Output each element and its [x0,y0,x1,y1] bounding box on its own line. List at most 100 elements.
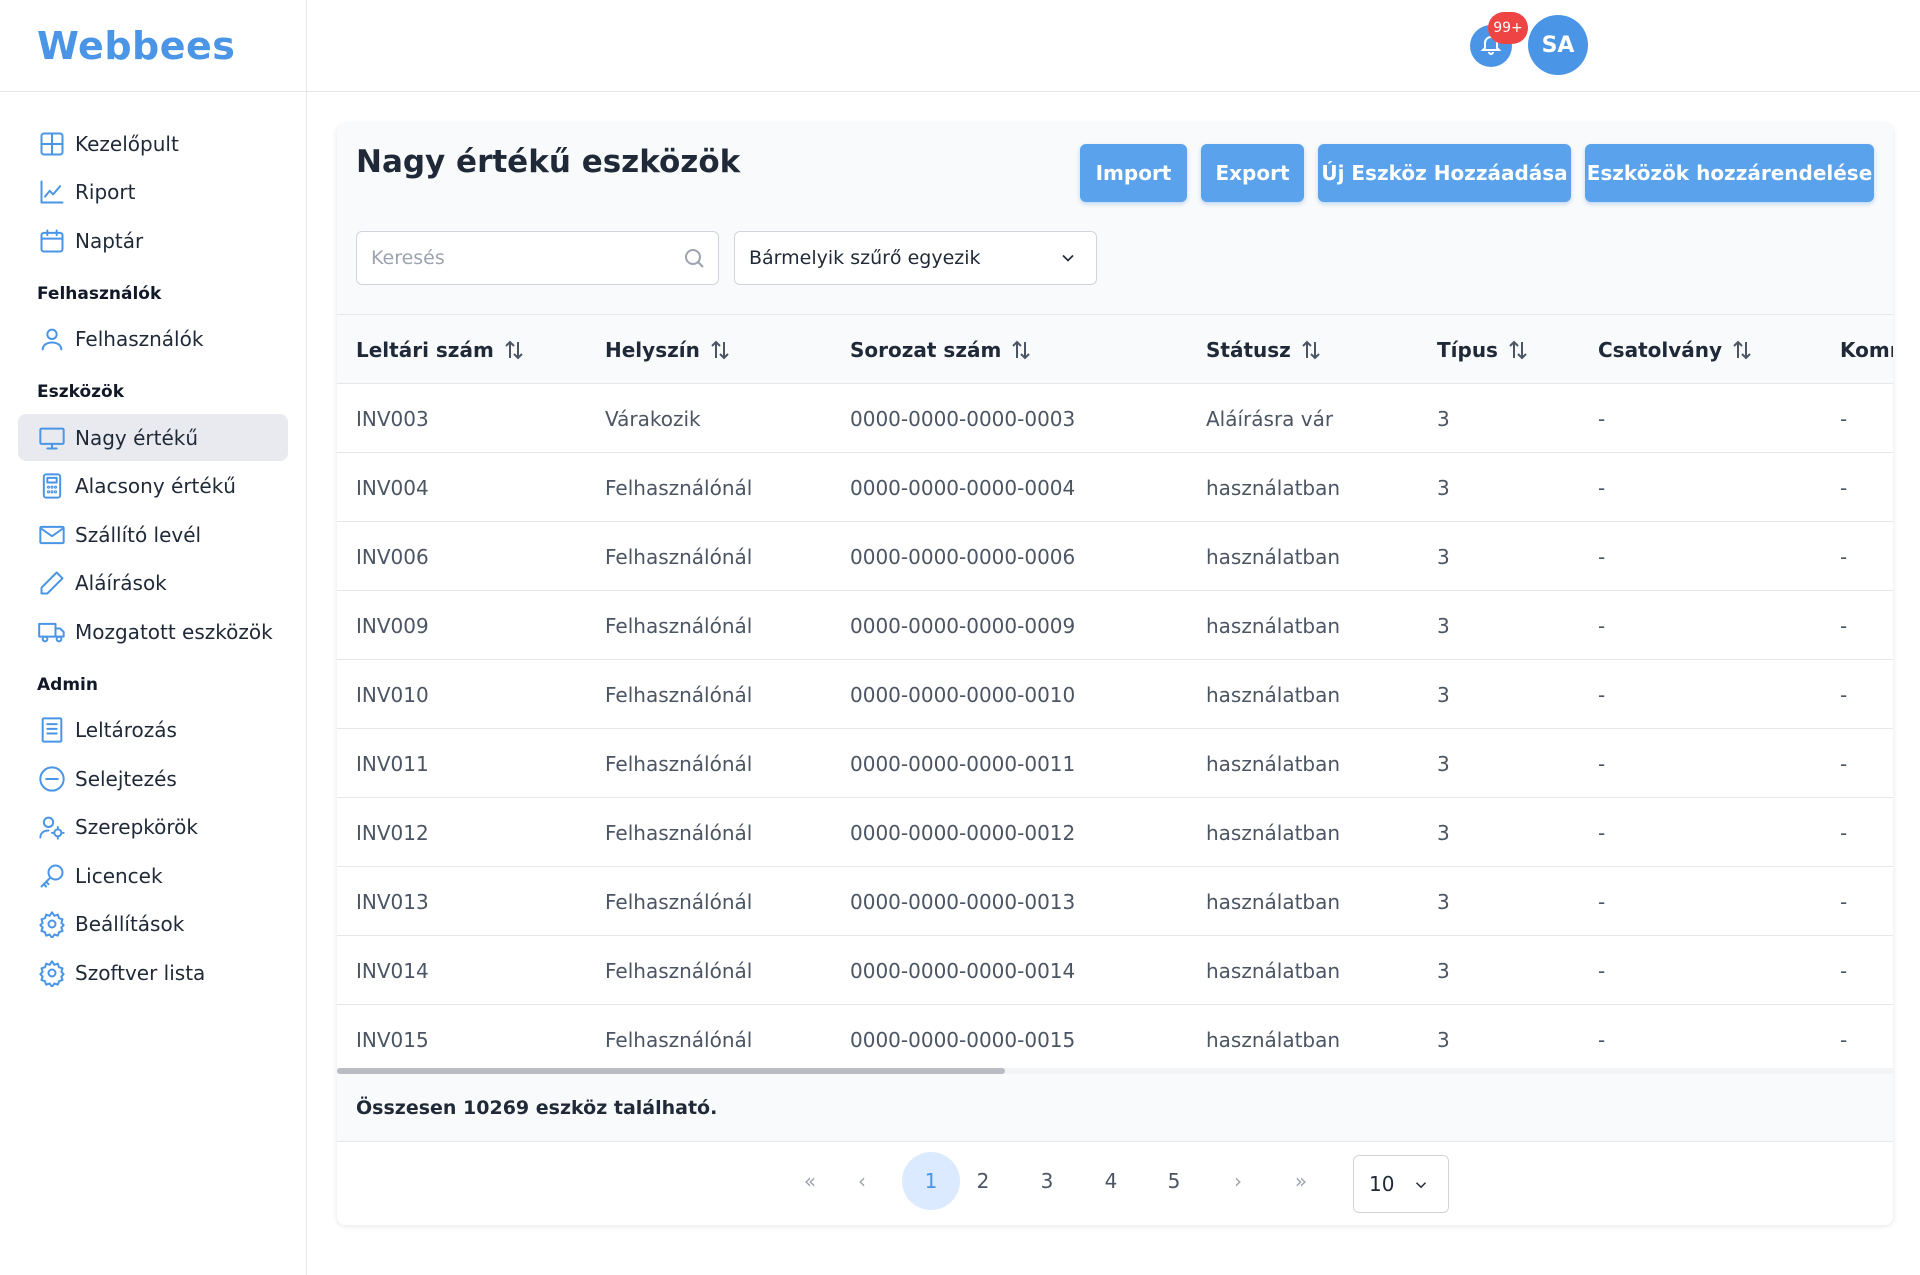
key-icon [37,861,67,891]
last-page-button[interactable]: » [1294,1169,1308,1193]
dashboard-icon [37,129,67,159]
table-row[interactable]: INV010 Felhasználónál 0000-0000-0000-0010 h… [337,660,1893,729]
table-row[interactable]: INV004 Felhasználónál 0000-0000-0000-0004 h… [337,453,1893,522]
filter-select[interactable]: Bármelyik szűrő egyezik [734,231,1097,285]
table-row[interactable]: INV012 Felhasználónál 0000-0000-0000-0012 h… [337,798,1893,867]
col-status-cell: használatban [1206,1027,1341,1052]
sidebar-item-settings[interactable]: Beállítások [18,901,288,948]
table-row[interactable]: INV006 Felhasználónál 0000-0000-0000-0006 h… [337,522,1893,591]
table-row[interactable]: INV014 Felhasználónál 0000-0000-0000-0014 h… [337,936,1893,1005]
truck-icon [37,617,67,647]
col-type-cell: 3 [1437,1027,1450,1052]
col-type-cell: 3 [1437,958,1450,983]
page-button[interactable]: 3 [1040,1169,1054,1193]
col-type-header[interactable]: Típus [1437,315,1528,385]
col-status-cell: használatban [1206,820,1341,845]
sort-icon[interactable] [1508,339,1528,361]
table-row[interactable]: INV011 Felhasználónál 0000-0000-0000-0011 h… [337,729,1893,798]
page-button[interactable]: 5 [1167,1169,1181,1193]
col-comment-cell: - [1840,544,1848,569]
sidebar-item-report[interactable]: Riport [18,169,288,216]
add-asset-button[interactable]: Új Eszköz Hozzáadása [1318,144,1571,202]
sidebar-item-users[interactable]: Felhasználók [18,316,288,363]
user-avatar[interactable]: SA [1528,15,1588,75]
export-button[interactable]: Export [1201,144,1304,202]
settings-icon [37,909,67,939]
sidebar-item-label: Szoftver lista [75,960,206,985]
sidebar-item-label: Mozgatott eszközök [75,619,273,644]
col-serial-number-cell: 0000-0000-0000-0010 [850,682,1076,707]
app-logo[interactable]: Webbees [0,0,306,92]
col-comment-cell: - [1840,889,1848,914]
sidebar-item-disposal[interactable]: Selejtezés [18,755,288,802]
col-status-cell: használatban [1206,889,1341,914]
table-row[interactable]: INV013 Felhasználónál 0000-0000-0000-0013 h… [337,867,1893,936]
col-location-cell: Felhasználónál [605,682,753,707]
col-status-cell: Aláírásra vár [1206,406,1334,431]
col-serial-number-cell: 0000-0000-0000-0015 [850,1027,1076,1052]
assign-assets-button[interactable]: Eszközök hozzárendelése [1585,144,1874,202]
sidebar-item-inventory[interactable]: Leltározás [18,707,288,754]
col-comment-header[interactable]: Komr [1840,315,1893,385]
table-row[interactable]: INV003 Várakozik 0000-0000-0000-0003 Aláírá… [337,384,1893,453]
prev-page-button[interactable]: ‹ [858,1169,866,1193]
col-comment-cell: - [1840,751,1848,776]
sort-icon[interactable] [1732,339,1752,361]
col-type-cell: 3 [1437,682,1450,707]
col-location-header[interactable]: Helyszín [605,315,730,385]
scrollbar-thumb[interactable] [337,1068,1005,1074]
col-location-cell: Felhasználónál [605,751,753,776]
next-page-button[interactable]: › [1234,1169,1242,1193]
sidebar-item-dashboard[interactable]: Kezelőpult [18,120,288,167]
col-inventory-number-cell: INV004 [356,475,429,500]
sidebar-item-calendar[interactable]: Naptár [18,217,288,264]
column-header-label: Komr [1840,338,1893,362]
sidebar-item-label: Licencek [75,863,163,888]
col-status-cell: használatban [1206,958,1341,983]
sidebar-item-low-value[interactable]: Alacsony értékű [18,463,288,510]
page-button[interactable]: 2 [976,1169,990,1193]
list-icon [37,715,67,745]
notification-badge: 99+ [1488,12,1528,44]
sidebar-item-software-list[interactable]: Szoftver lista [18,949,288,996]
col-attachment-cell: - [1598,613,1606,638]
col-attachment-cell: - [1598,820,1606,845]
col-attachment-cell: - [1598,1027,1606,1052]
sidebar-item-moved-assets[interactable]: Mozgatott eszközök [18,608,288,655]
col-serial-number-header[interactable]: Sorozat szám [850,315,1031,385]
sidebar-item-high-value[interactable]: Nagy értékű [18,414,288,461]
sidebar-item-delivery-note[interactable]: Szállító levél [18,511,288,558]
search-input[interactable] [357,247,657,269]
sort-icon[interactable] [1301,339,1321,361]
table-row[interactable]: INV015 Felhasználónál 0000-0000-0000-0015 h… [337,1005,1893,1074]
col-location-cell: Felhasználónál [605,1027,753,1052]
table-row[interactable]: INV009 Felhasználónál 0000-0000-0000-0009 h… [337,591,1893,660]
monitor-icon [37,423,67,453]
import-button[interactable]: Import [1080,144,1187,202]
col-type-cell: 3 [1437,406,1450,431]
sidebar-item-roles[interactable]: Szerepkörök [18,804,288,851]
col-location-cell: Felhasználónál [605,820,753,845]
search-icon[interactable] [682,246,706,270]
col-status-cell: használatban [1206,544,1341,569]
page-button[interactable]: 4 [1104,1169,1118,1193]
col-attachment-cell: - [1598,751,1606,776]
sidebar: Webbees Kezelőpult Riport Naptár Felhasz… [0,0,307,1275]
page-button[interactable]: 1 [902,1152,960,1210]
sort-icon[interactable] [710,339,730,361]
sidebar-item-signatures[interactable]: Aláírások [18,560,288,607]
col-inventory-number-cell: INV014 [356,958,429,983]
filter-select-value: Bármelyik szűrő egyezik [749,247,981,269]
col-attachment-header[interactable]: Csatolvány [1598,315,1752,385]
sidebar-item-licenses[interactable]: Licencek [18,852,288,899]
assets-card: Nagy értékű eszközök Import Export Új Es… [337,124,1893,1225]
sort-icon[interactable] [504,339,524,361]
rows-per-page-select[interactable]: 10 [1353,1155,1449,1213]
horizontal-scrollbar[interactable] [337,1068,1893,1074]
first-page-button[interactable]: « [803,1169,817,1193]
column-header-label: Csatolvány [1598,338,1723,362]
sort-icon[interactable] [1011,339,1031,361]
col-type-cell: 3 [1437,820,1450,845]
col-inventory-number-header[interactable]: Leltári szám [356,315,524,385]
col-status-header[interactable]: Státusz [1206,315,1321,385]
